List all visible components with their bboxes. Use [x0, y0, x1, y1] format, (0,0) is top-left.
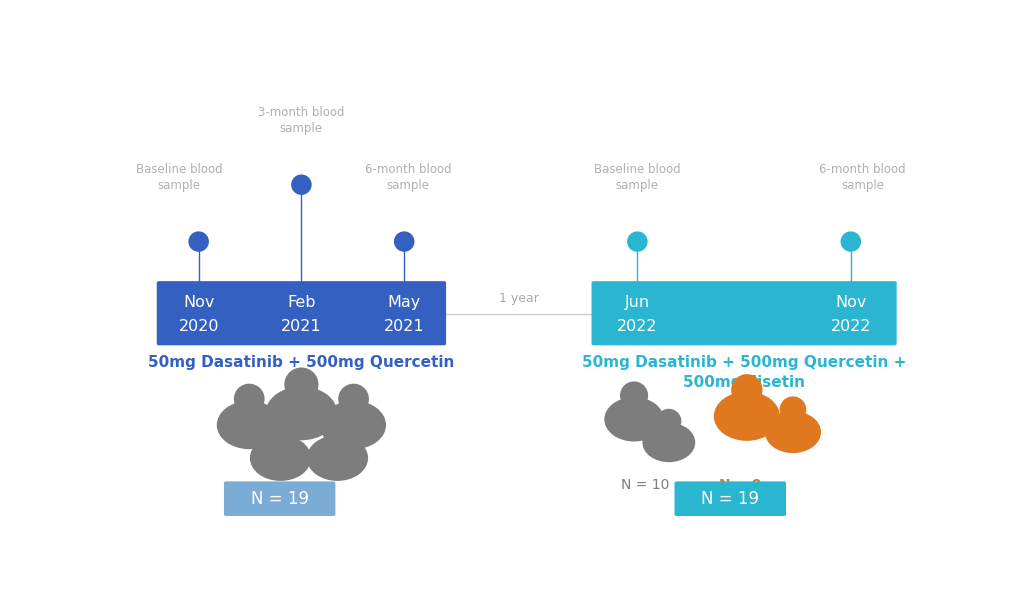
Ellipse shape	[233, 384, 264, 414]
Ellipse shape	[779, 397, 805, 423]
Text: 6-month blood
sample: 6-month blood sample	[818, 163, 905, 191]
FancyBboxPatch shape	[591, 281, 896, 345]
Text: N = 19: N = 19	[251, 490, 309, 508]
Text: 50mg Dasatinib + 500mg Quercetin +
500mg Fisetin: 50mg Dasatinib + 500mg Quercetin + 500mg…	[581, 355, 906, 390]
Ellipse shape	[713, 392, 780, 441]
Text: N = 9: N = 9	[718, 478, 761, 492]
Text: Nov: Nov	[835, 295, 866, 310]
Text: 2020: 2020	[178, 319, 219, 335]
Text: 3-month blood
sample: 3-month blood sample	[258, 106, 344, 135]
Text: Baseline blood
sample: Baseline blood sample	[136, 163, 222, 191]
Ellipse shape	[840, 231, 860, 252]
Text: 2022: 2022	[829, 319, 870, 335]
Ellipse shape	[189, 231, 209, 252]
Text: N = 19: N = 19	[701, 490, 758, 508]
Ellipse shape	[627, 231, 647, 252]
Ellipse shape	[642, 423, 695, 462]
FancyBboxPatch shape	[157, 281, 445, 345]
Text: 2022: 2022	[616, 319, 657, 335]
Ellipse shape	[655, 409, 681, 434]
Ellipse shape	[290, 174, 312, 195]
Ellipse shape	[307, 435, 368, 481]
FancyBboxPatch shape	[674, 482, 786, 516]
Ellipse shape	[338, 384, 369, 414]
Ellipse shape	[764, 411, 820, 453]
Ellipse shape	[265, 387, 337, 440]
Ellipse shape	[603, 397, 663, 441]
Text: 2021: 2021	[281, 319, 321, 335]
Ellipse shape	[250, 435, 311, 481]
Ellipse shape	[284, 368, 318, 401]
Text: Nov: Nov	[182, 295, 214, 310]
Ellipse shape	[731, 374, 762, 405]
Text: N = 10: N = 10	[621, 478, 668, 492]
Ellipse shape	[620, 381, 647, 410]
Text: 6-month blood
sample: 6-month blood sample	[365, 163, 451, 191]
Text: Feb: Feb	[287, 295, 315, 310]
Ellipse shape	[266, 419, 294, 448]
Ellipse shape	[321, 401, 385, 449]
Text: 50mg Dasatinib + 500mg Quercetin: 50mg Dasatinib + 500mg Quercetin	[148, 355, 454, 371]
Ellipse shape	[217, 401, 281, 449]
Ellipse shape	[393, 231, 414, 252]
Text: 2021: 2021	[383, 319, 424, 335]
Ellipse shape	[323, 419, 352, 448]
Text: May: May	[387, 295, 421, 310]
FancyBboxPatch shape	[224, 482, 335, 516]
Text: 1 year: 1 year	[498, 293, 538, 306]
Text: Baseline blood
sample: Baseline blood sample	[593, 163, 680, 191]
Text: Jun: Jun	[625, 295, 649, 310]
